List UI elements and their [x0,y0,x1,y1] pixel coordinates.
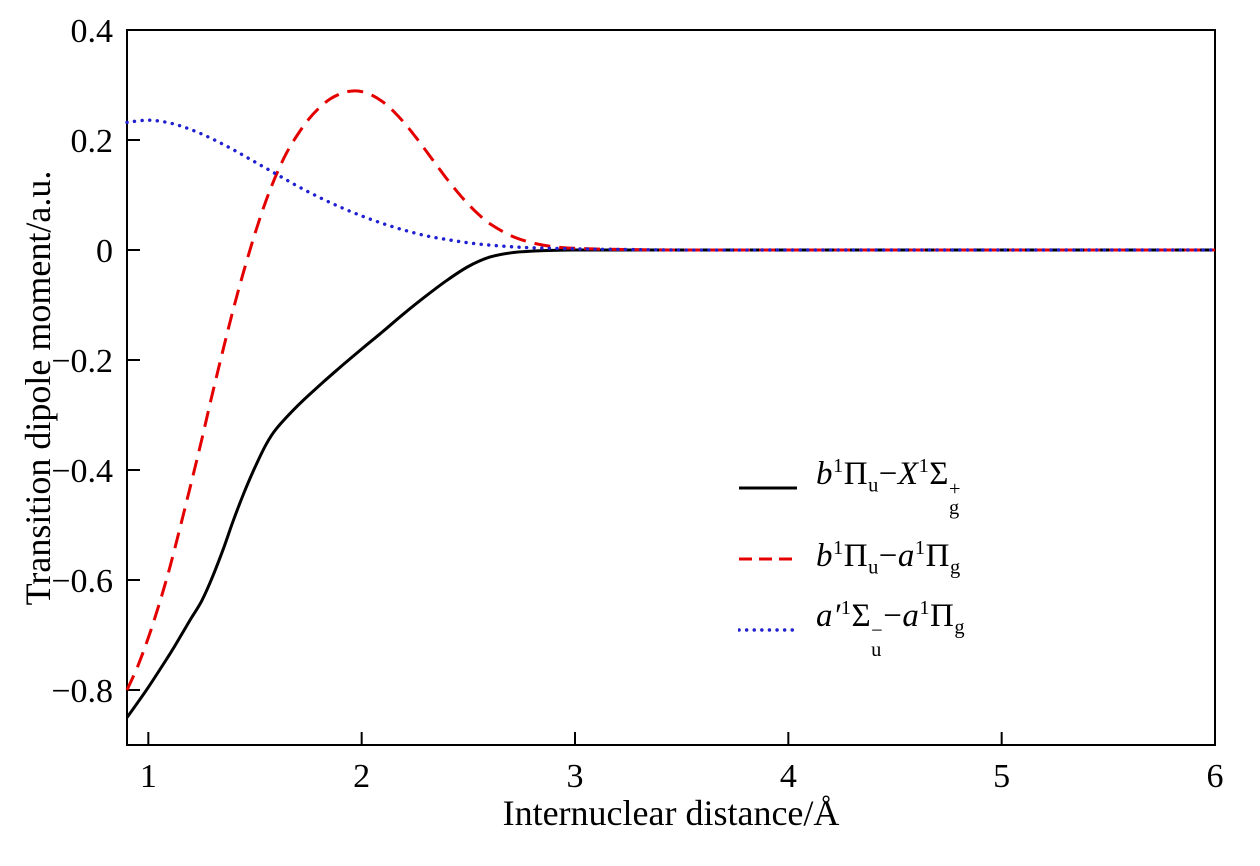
legend-label-token: b [816,456,833,493]
y-tick-label: −0.6 [51,563,113,600]
legend-item: b1Πu−X1Σ + g [738,452,965,523]
legend-label-token: u [868,557,879,580]
legend-label-token: 1 [918,455,930,478]
legend-label-token: + g [949,477,962,520]
plot-frame [126,29,1216,746]
legend-label-token: Σ [851,598,872,635]
legend: b1Πu−X1Σ + g b1Πu−a1Πg a′1Σ − u −a1Πg [738,452,965,665]
x-tick-label: 5 [993,758,1010,795]
legend-label-token: 1 [914,537,926,560]
legend-label-token: − [878,456,898,493]
legend-label-token: u [868,475,879,498]
y-tick-label: −0.4 [51,453,113,490]
legend-label-token: − [878,538,898,575]
legend-label-token: b [816,538,833,575]
legend-label-token: − u [871,619,884,662]
legend-label-token: a [897,538,915,575]
legend-item: b1Πu−a1Πg [738,523,965,594]
y-tick-label: −0.2 [51,343,113,380]
legend-line-sample-dotted [738,624,798,636]
x-tick-label: 6 [1207,758,1224,795]
legend-label-token: 1 [833,455,844,478]
legend-label: b1Πu−a1Πg [816,538,961,578]
y-tick-label: 0.4 [71,13,114,50]
x-tick-label: 3 [567,758,584,795]
x-tick-label: 4 [780,758,797,795]
legend-line-sample-solid [738,482,798,494]
x-tick-label: 2 [353,758,370,795]
legend-label-token: 1 [919,597,931,620]
legend-label-token: X [897,456,919,493]
y-tick-label: 0.2 [71,123,114,160]
series-curve [125,118,1217,252]
legend-label-token: Σ [929,456,950,493]
x-axis-title: Internuclear distance/Å [502,793,840,833]
legend-label-token: a [902,598,920,635]
legend-item: a′1Σ − u −a1Πg [738,594,965,665]
legend-label: b1Πu−X1Σ + g [816,456,961,518]
y-tick-label: −0.8 [51,673,113,710]
legend-label-token: a′ [816,598,841,635]
series-curve [125,89,1215,691]
legend-label: a′1Σ − u −a1Πg [816,598,965,660]
legend-label-token: Π [843,538,869,575]
y-axis-title: Transition dipole moment/a.u. [18,170,58,606]
y-tick-label: 0 [96,233,113,270]
series-curve [125,248,1215,719]
x-tick-label: 1 [140,758,157,795]
legend-label-token: g [954,617,966,640]
legend-label-token: − [883,598,903,635]
legend-label-token: 1 [833,537,844,560]
legend-label-token: Π [930,598,955,635]
legend-label-token: g [949,557,961,580]
legend-label-token: 1 [840,597,852,620]
legend-label-token: Π [925,538,950,575]
legend-label-token: Π [843,456,869,493]
legend-line-sample-dashed [738,553,798,565]
